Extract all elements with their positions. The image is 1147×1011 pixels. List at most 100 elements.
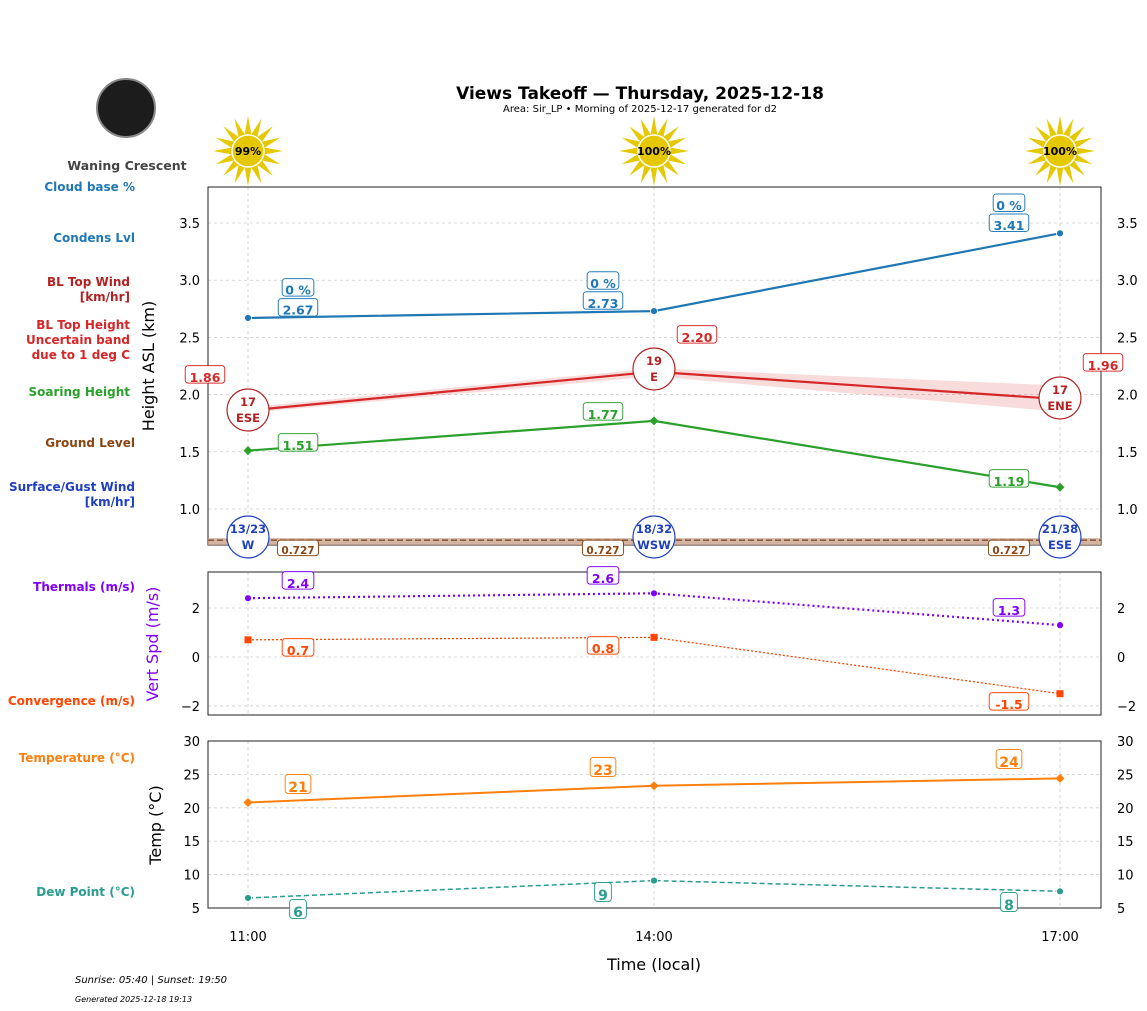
surface-wind-speed: 21/38	[1042, 522, 1078, 536]
thermals-point	[244, 594, 252, 603]
thermals-point	[650, 589, 658, 598]
y-tick-label-right: 1.0	[1117, 503, 1138, 518]
bl-wind-direction: ENE	[1047, 399, 1072, 413]
y-tick-label-right: 3.5	[1117, 217, 1138, 232]
condens-level-line	[247, 232, 1061, 320]
bl-wind-icon	[226, 388, 270, 432]
y-tick-label-right: 2.0	[1117, 389, 1138, 404]
y-tick-label: 2.5	[179, 331, 200, 346]
dew-point-point	[1056, 887, 1064, 896]
y-tick-label-right: 1.5	[1117, 446, 1138, 461]
generated-time: Generated 2025-12-18 19:13	[75, 995, 193, 1004]
y-tick-label-right: 5	[1117, 902, 1125, 917]
cloud-pct-label-box	[586, 271, 620, 290]
surface-wind-speed: 18/32	[636, 522, 672, 536]
convergence-label: 0.7	[287, 643, 309, 658]
sun-disc	[1043, 134, 1077, 168]
bl-height-label: 1.86	[190, 370, 221, 385]
thermal-label-box	[586, 566, 620, 585]
y-tick-label: −2	[181, 700, 200, 715]
temperature-label: 21	[288, 780, 307, 796]
y-tick-label-right: 0	[1117, 651, 1125, 666]
surface-wind-icon	[632, 515, 676, 559]
y-tick-label: 20	[183, 802, 200, 817]
condens-level-point	[650, 307, 658, 315]
surface-wind-direction: WSW	[637, 538, 671, 552]
y-axis-label-temp: Temp (°C)	[146, 785, 165, 865]
y-axis-label-height: Height ASL (km)	[139, 301, 158, 431]
ground-label-box	[581, 539, 625, 557]
plot-frame	[207, 740, 1102, 909]
y-tick-label: 30	[183, 735, 200, 750]
thermal-label: 1.3	[998, 603, 1020, 618]
y-tick-label: 2.0	[179, 389, 200, 404]
bl-height-label: 1.96	[1088, 358, 1119, 373]
y-tick-label: 3.0	[179, 274, 200, 289]
dew-label: 9	[598, 888, 608, 904]
y-tick-label-right: 2	[1117, 602, 1125, 617]
y-tick-label-right: 20	[1117, 802, 1134, 817]
thermals-point	[1056, 621, 1064, 630]
surface-wind-icon	[226, 515, 270, 559]
y-tick-label-right: 30	[1117, 735, 1134, 750]
condens-level-point	[244, 314, 252, 322]
label-soaring: Soaring Height	[28, 385, 131, 399]
ground-label-box	[276, 539, 320, 557]
y-tick-label: 1.5	[179, 446, 200, 461]
bl-height-label-box	[676, 325, 718, 344]
bl-wind-speed: 17	[240, 395, 256, 409]
label-cloud-base: Cloud base %	[44, 180, 135, 194]
bl-wind-speed: 17	[1052, 383, 1068, 397]
bl-wind-speed: 19	[646, 354, 662, 368]
soaring-label-box	[582, 402, 624, 421]
ground-label-box	[987, 539, 1031, 557]
dew-label: 8	[1004, 898, 1014, 914]
bl-wind-direction: E	[650, 370, 658, 384]
convergence-label-box	[988, 692, 1030, 711]
cloud-pct-label: 0 %	[996, 198, 1022, 213]
y-tick-label: 2	[192, 602, 200, 617]
surface-wind-speed: 13/23	[230, 522, 266, 536]
label-ground: Ground Level	[45, 436, 135, 450]
ground-label: 0.727	[586, 545, 619, 557]
soaring-height-point	[649, 416, 659, 426]
convergence-point	[244, 636, 252, 644]
label-bl-wind: BL Top Wind [km/hr]	[46, 275, 130, 304]
temperature-point	[649, 781, 659, 791]
surface-wind-direction: ESE	[1048, 538, 1072, 552]
condens-label-box	[277, 298, 319, 317]
label-convergence: Convergence (m/s)	[7, 694, 135, 708]
temperature-label: 23	[593, 763, 612, 779]
x-tick-label: 11:00	[229, 930, 266, 945]
condens-level-point	[1056, 229, 1064, 238]
dew-label: 6	[293, 905, 303, 921]
y-axis-label-vert: Vert Spd (m/s)	[143, 587, 162, 702]
convergence-label: -1.5	[995, 697, 1022, 712]
dew-label-box	[289, 899, 307, 919]
temperature-label: 24	[999, 755, 1019, 771]
dew-point-point	[244, 894, 252, 902]
condens-label-box	[988, 213, 1030, 232]
sun-disc	[637, 134, 671, 168]
y-tick-label: 5	[192, 902, 200, 917]
y-tick-label-right: 25	[1117, 768, 1134, 783]
soaring-label-box	[988, 469, 1030, 488]
sun-percent: 100%	[637, 145, 671, 158]
y-tick-label-right: 2.5	[1117, 331, 1138, 346]
cloud-pct-label: 0 %	[590, 276, 616, 291]
sun-percent: 99%	[235, 145, 261, 158]
y-tick-label: 25	[183, 768, 200, 783]
y-tick-label-right: 15	[1117, 835, 1134, 850]
condens-label-box	[582, 291, 624, 310]
cloud-pct-label-box	[281, 278, 315, 297]
dew-label-box	[594, 882, 612, 902]
moon-phase: Waning Crescent	[67, 158, 186, 173]
temperature-label-box	[589, 757, 617, 777]
label-dew: Dew Point (°C)	[36, 885, 135, 899]
y-tick-label-right: −2	[1117, 700, 1136, 715]
sun-percent: 100%	[1043, 145, 1077, 158]
label-bl-height: BL Top Height Uncertain band due to 1 de…	[26, 318, 130, 362]
convergence-label-box	[281, 638, 315, 657]
